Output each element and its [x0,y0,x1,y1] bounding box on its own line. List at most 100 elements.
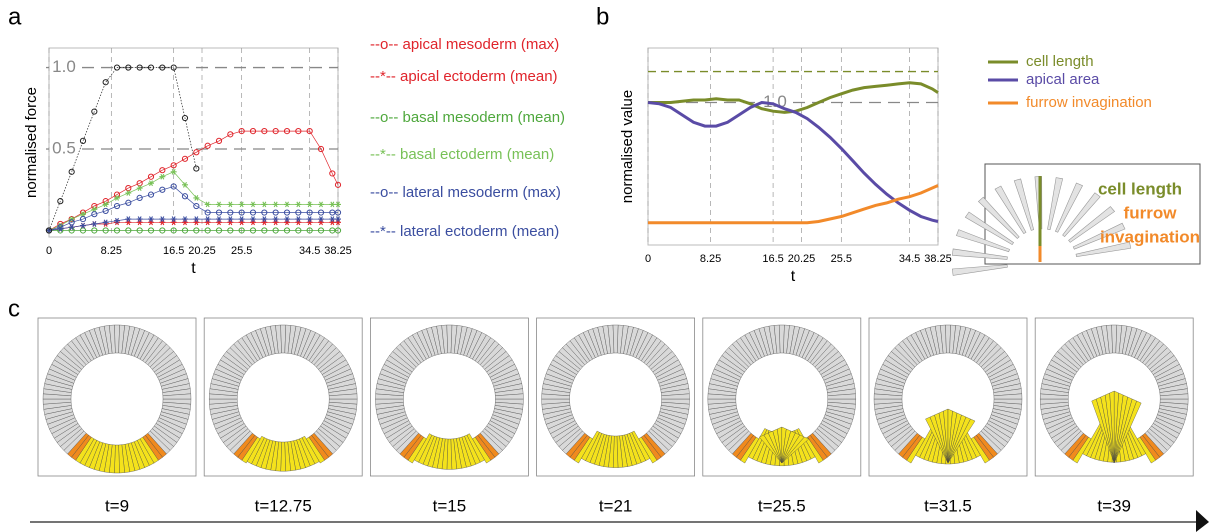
marker [249,209,257,216]
cell [638,436,658,464]
marker [102,227,109,234]
marker [136,216,143,222]
marker [79,137,87,144]
marker [68,216,75,222]
marker [238,216,245,222]
marker [261,219,268,226]
marker [159,219,166,226]
marker [136,219,143,226]
marker [113,227,121,234]
marker [318,216,324,222]
marker [80,211,86,218]
x-tick-label: 38.25 [324,245,352,257]
marker [204,219,211,226]
marker [329,170,336,177]
x-tick-label: 16.5 [163,245,184,257]
marker [284,216,290,222]
marker [272,219,279,226]
legend-entry: --o-- lateral mesoderm (max) [370,184,561,201]
x-axis-label: t [791,268,796,285]
marker [318,219,324,226]
marker [306,201,313,208]
cell [1072,222,1126,250]
marker [148,180,154,187]
cell [472,436,492,464]
cell [1047,177,1064,230]
marker [170,183,177,190]
marker [238,127,245,135]
marker [329,216,336,222]
marker [91,221,98,227]
marker [125,216,132,222]
marker [114,217,120,224]
x-tick-label: 38.25 [924,253,952,265]
marker [125,199,132,206]
cell [970,436,990,464]
marker [125,219,132,226]
cell [827,393,856,400]
marker [335,216,341,222]
marker [227,219,234,226]
marker [91,227,98,234]
marker [204,142,211,149]
marker [79,215,87,223]
marker [193,195,200,201]
marker [57,225,64,232]
marker [159,173,166,180]
marker [91,108,98,115]
x-tick-label: 8.25 [101,245,122,257]
cell [964,211,1015,245]
y-tick-label: 0.5 [52,139,76,158]
marker [215,137,223,144]
marker [102,201,109,208]
marker [79,227,87,234]
marker [272,201,279,208]
marker [68,168,75,175]
marker [181,155,189,162]
legend-entry: --*-- basal ectoderm (mean) [370,146,554,163]
snapshot-label: t=12.75 [255,496,312,515]
marker [249,127,257,135]
snapshot-label: t=9 [105,496,129,515]
inset-label: invagination [1100,227,1200,246]
marker [250,219,256,226]
legend-entry: --o-- basal mesoderm (mean) [370,109,565,126]
marker [306,127,313,135]
cell [1075,241,1132,258]
marker [227,209,234,216]
cell [1055,182,1084,233]
marker [295,227,302,234]
marker [295,209,302,216]
cell [994,185,1027,234]
panel-label: b [596,3,609,30]
marker [334,209,342,216]
cell [1159,393,1189,400]
marker [136,64,143,71]
marker [317,145,325,153]
x-tick-label: 0 [46,245,52,257]
cell [1013,178,1035,231]
arrow-head [1196,510,1209,532]
marker [227,227,234,234]
marker [182,181,188,188]
marker [91,211,98,218]
marker [193,165,200,172]
snapshot-label: t=15 [433,496,467,515]
cell [661,393,690,400]
marker [227,216,234,222]
marker [170,162,177,169]
marker [216,201,222,208]
snapshot-label: t=39 [1097,496,1131,515]
marker [182,219,188,226]
marker [148,216,154,222]
marker [317,227,325,234]
snapshot-label: t=31.5 [924,496,972,515]
inset-illustration [951,176,1132,276]
marker [147,227,155,234]
marker [102,79,109,86]
x-tick-label: 8.25 [700,253,721,265]
invaginating-cell [1114,400,1142,464]
marker [306,227,313,234]
marker [136,227,143,234]
y-axis-label: normalised force [23,87,40,198]
